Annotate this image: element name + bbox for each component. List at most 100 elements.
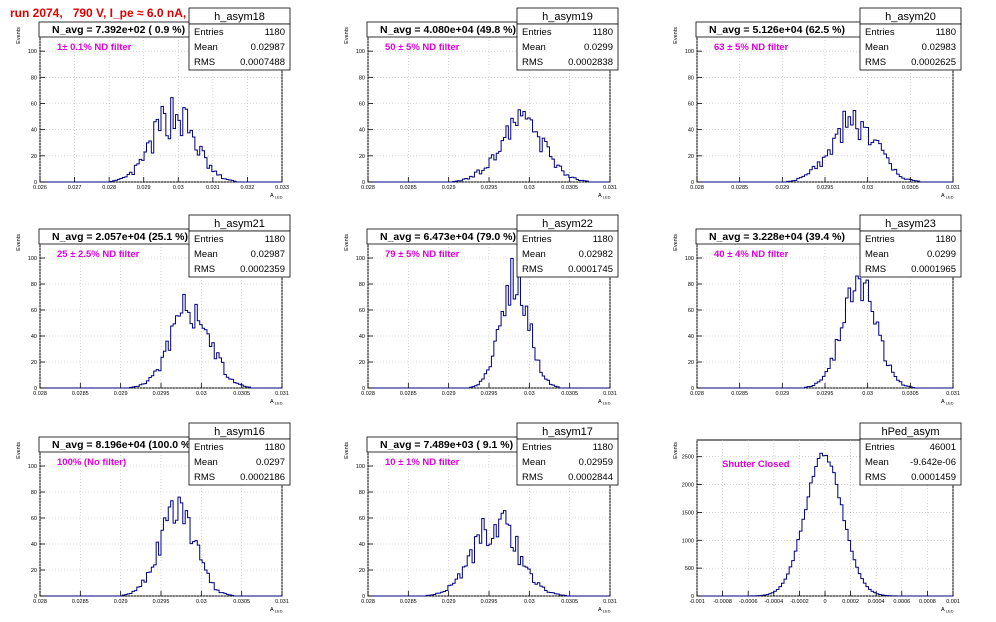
y-tick-label: 20 <box>359 568 365 574</box>
x-tick-label: 0.0285 <box>72 391 89 397</box>
x-tick-label: 0.031 <box>603 391 617 397</box>
navg-label: N_avg = 2.057e+04 (25.1 %) <box>52 231 188 243</box>
stats-entries-value: 1180 <box>593 234 613 245</box>
x-tick-label: 0.0305 <box>902 391 919 397</box>
x-tick-label: 0.028 <box>361 185 375 191</box>
stats-entries-label: Entries <box>194 442 224 453</box>
x-tick-label: 0.029 <box>114 391 128 397</box>
y-axis-label: Events <box>673 234 679 251</box>
stats-rms-label: RMS <box>194 57 215 68</box>
y-axis-label: Events <box>344 27 350 44</box>
x-axis-label: A LED <box>598 399 611 406</box>
x-tick-label: 0.026 <box>33 185 47 191</box>
y-tick-label: 0 <box>362 386 365 392</box>
x-tick-label: 0.03 <box>862 391 873 397</box>
y-tick-label: 0 <box>691 180 694 186</box>
y-axis-label: Events <box>344 442 350 459</box>
stats-box <box>188 438 291 486</box>
stats-title: h_asym20 <box>885 11 936 23</box>
navg-label: N_avg = 6.473e+04 (79.0 %) <box>380 231 516 243</box>
filter-label: 79 ± 5% ND filter <box>385 249 460 260</box>
x-tick-label: 0.031 <box>603 185 617 191</box>
x-axis-label-subscript: LED <box>274 609 283 614</box>
x-tick-label: 0.029 <box>775 185 789 191</box>
y-tick-label: 80 <box>359 75 365 81</box>
y-axis-label: Events <box>16 27 22 44</box>
navg-label: N_avg = 7.489e+03 ( 9.1 %) <box>380 439 513 451</box>
y-tick-label: 20 <box>31 360 37 366</box>
x-axis-label-subscript: LED <box>602 195 611 200</box>
y-tick-label: 60 <box>359 516 365 522</box>
x-tick-label: 0.03 <box>524 391 535 397</box>
stats-entries-value: 46001 <box>930 442 956 453</box>
x-tick-label: 0.0295 <box>481 391 498 397</box>
x-tick-label: 0.028 <box>33 599 47 605</box>
stats-mean-value: 0.02982 <box>579 249 613 260</box>
stats-entries-value: 1180 <box>593 27 613 38</box>
histogram-panel-h_asym23: 0.028 0.0285 0.029 0.0295 0.03 0.0305 0.031 0 20… <box>673 214 962 406</box>
x-tick-label: 0.028 <box>33 391 47 397</box>
x-tick-label: 0.0295 <box>153 599 170 605</box>
x-tick-label: 0.0305 <box>561 185 578 191</box>
x-tick-label: 0.032 <box>241 185 255 191</box>
x-tick-label: 0.029 <box>442 391 456 397</box>
x-tick-label: 0.001 <box>946 599 960 605</box>
y-tick-label: 0 <box>34 594 37 600</box>
stats-rms-value: 0.0001459 <box>911 472 956 483</box>
x-tick-label: 0.0285 <box>400 599 417 605</box>
x-tick-label: 0.03 <box>524 185 535 191</box>
histogram-series <box>697 109 953 183</box>
filter-label: 100% (No filter) <box>57 457 126 468</box>
x-tick-label: 0.029 <box>775 391 789 397</box>
navg-label: N_avg = 4.080e+04 (49.8 %) <box>380 24 516 36</box>
stats-mean-value: 0.02959 <box>579 457 613 468</box>
y-tick-label: 100 <box>28 49 37 55</box>
filter-label: 63 ± 5% ND filter <box>714 42 789 53</box>
y-tick-label: 0 <box>691 594 694 600</box>
y-tick-label: 100 <box>356 49 365 55</box>
stats-mean-value: 0.02987 <box>251 42 285 53</box>
stats-box <box>859 23 962 71</box>
stats-mean-value: 0.02987 <box>251 249 285 260</box>
y-tick-label: 0 <box>362 594 365 600</box>
stats-title: h_asym16 <box>214 426 265 438</box>
y-tick-label: 40 <box>688 128 694 134</box>
stats-title: h_asym22 <box>542 218 593 230</box>
filter-label: 40 ± 4% ND filter <box>714 249 789 260</box>
y-tick-label: 0 <box>362 180 365 186</box>
stats-box <box>859 438 962 486</box>
x-tick-label: 0.027 <box>68 185 82 191</box>
stats-title: h_asym19 <box>542 11 593 23</box>
stats-rms-value: 0.0001745 <box>568 264 613 275</box>
stats-entries-label: Entries <box>194 234 224 245</box>
x-axis-label-subscript: LED <box>945 195 954 200</box>
x-tick-label: 0.0295 <box>481 599 498 605</box>
x-tick-label: 0.03 <box>173 185 184 191</box>
y-tick-label: 1500 <box>682 510 694 516</box>
y-tick-label: 1000 <box>682 538 694 544</box>
y-axis-label: Events <box>16 442 22 459</box>
y-tick-label: 40 <box>359 128 365 134</box>
stats-entries-value: 1180 <box>265 234 285 245</box>
histogram-series <box>40 97 282 183</box>
stats-mean-label: Mean <box>865 457 889 468</box>
x-tick-label: 0.031 <box>603 599 617 605</box>
x-tick-label: 0.03 <box>862 185 873 191</box>
x-tick-label: 0.03 <box>196 391 207 397</box>
stats-rms-label: RMS <box>522 264 543 275</box>
filter-label: 50 ± 5% ND filter <box>385 42 460 53</box>
x-axis-label: A LED <box>270 193 283 200</box>
x-axis-label: A LED <box>941 399 954 406</box>
y-axis-label: Events <box>344 234 350 251</box>
x-tick-label: 0.031 <box>206 185 220 191</box>
x-tick-label: 0.0295 <box>817 391 834 397</box>
x-tick-label: 0.0305 <box>561 599 578 605</box>
stats-box <box>188 23 291 71</box>
x-axis-label-subscript: LED <box>274 195 283 200</box>
x-tick-label: 0.031 <box>946 185 960 191</box>
stats-rms-value: 0.0002625 <box>911 57 956 68</box>
stats-mean-label: Mean <box>194 42 218 53</box>
x-tick-label: 0.033 <box>275 185 289 191</box>
histogram-panel-h_asym16: 0.028 0.0285 0.029 0.0295 0.03 0.0305 0.031 0 20… <box>16 422 291 614</box>
y-tick-label: 20 <box>31 568 37 574</box>
